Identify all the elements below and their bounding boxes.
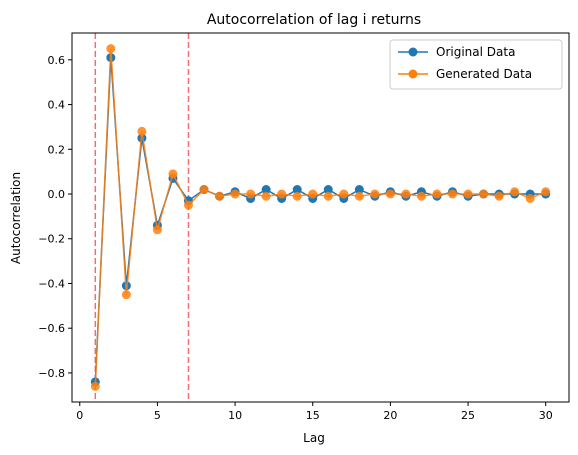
legend-label-2: Generated Data (436, 67, 532, 81)
series-2-point (339, 189, 349, 199)
y-tick-label: 0.2 (48, 143, 66, 156)
x-tick-label: 0 (76, 409, 83, 422)
series-1-point (323, 185, 333, 195)
y-tick-label: 0.0 (48, 188, 66, 201)
y-axis-label: Autocorrelation (9, 172, 23, 264)
y-tick-label: −0.8 (38, 367, 65, 380)
y-tick-label: −0.6 (38, 322, 65, 335)
x-tick-label: 10 (228, 409, 242, 422)
series-2-point (416, 191, 426, 201)
series-2-point (463, 189, 473, 199)
series-2-point (106, 44, 116, 54)
series-1-point (292, 185, 302, 195)
series-line-2 (94, 48, 546, 387)
y-tick-label: −0.2 (38, 233, 65, 246)
series-2-point (292, 191, 302, 201)
series-2-point (199, 185, 209, 195)
legend-label-1: Original Data (436, 45, 515, 59)
y-tick-label: 0.4 (48, 99, 66, 112)
x-axis-label: Lag (303, 431, 325, 445)
series-2-point (183, 200, 193, 210)
plot-frame (71, 32, 570, 403)
series-2-point (230, 189, 240, 199)
series-2-point (494, 191, 504, 201)
series-1-point (261, 185, 271, 195)
series-2-point (354, 191, 364, 201)
x-tick-label: 25 (461, 409, 475, 422)
legend-marker-1 (408, 47, 418, 57)
series-1-point (354, 185, 364, 195)
series-2-point (541, 187, 551, 197)
series-2-point (277, 189, 287, 199)
series-2-point (261, 191, 271, 201)
chart-title: Autocorrelation of lag i returns (207, 12, 421, 28)
ticks-layer: 0 5 10 15 20 25 30 −0.8 −0.6 −0.4 −0.2 0.0 0.2 0.4 0.6 (38, 54, 552, 422)
series-2-point (401, 189, 411, 199)
x-tick-label: 15 (306, 409, 320, 422)
x-tick-label: 5 (154, 409, 161, 422)
y-tick-label: 0.6 (48, 54, 66, 67)
legend-marker-2 (408, 69, 418, 79)
legend: Original Data Generated Data (389, 39, 563, 90)
series-2-point (152, 225, 162, 235)
series-2-point (323, 191, 333, 201)
series-2-point (215, 191, 225, 201)
series-2-point (168, 169, 178, 179)
series-2-point (137, 126, 147, 136)
plot-layer (90, 33, 551, 402)
y-tick-label: −0.4 (38, 277, 65, 290)
series-2-point (246, 189, 256, 199)
x-tick-label: 30 (539, 409, 553, 422)
legend-box (389, 39, 563, 90)
series-2-point (448, 189, 458, 199)
series-2-point (525, 193, 535, 203)
series-2-point (121, 290, 131, 300)
series-2-point (90, 381, 100, 391)
series-2-point (370, 189, 380, 199)
series-2-point (308, 189, 318, 199)
series-2-point (510, 187, 520, 197)
x-tick-label: 20 (383, 409, 397, 422)
series-2-point (479, 189, 489, 199)
series-2-point (432, 189, 442, 199)
series-line-1 (94, 57, 546, 382)
series-2-point (385, 189, 395, 199)
